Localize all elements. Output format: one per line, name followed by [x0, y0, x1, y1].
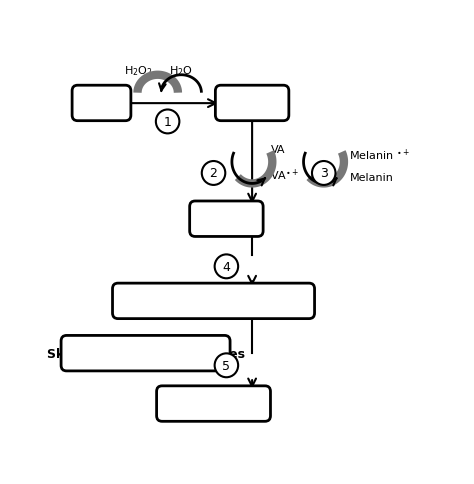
FancyBboxPatch shape — [215, 86, 289, 121]
Circle shape — [312, 162, 336, 185]
Text: Inactive LiP (Glycoprotein): Inactive LiP (Glycoprotein) — [120, 295, 307, 308]
Text: LiP: LiP — [91, 97, 112, 110]
Text: Melanin: Melanin — [349, 172, 393, 182]
Text: VA$^{\bullet+}$: VA$^{\bullet+}$ — [271, 168, 300, 183]
FancyBboxPatch shape — [156, 386, 271, 422]
FancyBboxPatch shape — [72, 86, 131, 121]
Circle shape — [156, 110, 179, 134]
Text: 2: 2 — [210, 167, 218, 180]
Text: H$_2$O$_2$: H$_2$O$_2$ — [124, 64, 153, 78]
Circle shape — [215, 354, 238, 378]
Text: LiP$_{red.}$: LiP$_{red.}$ — [207, 211, 246, 227]
Circle shape — [202, 162, 225, 185]
Text: LiP$_{ox.}$: LiP$_{ox.}$ — [234, 96, 270, 112]
FancyBboxPatch shape — [61, 336, 230, 371]
Text: H$_2$O: H$_2$O — [169, 64, 192, 78]
Text: 1: 1 — [164, 116, 172, 129]
Circle shape — [215, 255, 238, 279]
Text: Skin proteases/glycosidases: Skin proteases/glycosidases — [46, 347, 245, 360]
FancyBboxPatch shape — [112, 284, 315, 319]
Text: 3: 3 — [320, 167, 328, 180]
Text: VA: VA — [271, 144, 285, 154]
Text: Amino acids: Amino acids — [171, 397, 256, 410]
Text: 5: 5 — [222, 359, 230, 372]
Text: 4: 4 — [222, 260, 230, 273]
FancyBboxPatch shape — [190, 201, 263, 237]
Text: Melanin $^{\bullet+}$: Melanin $^{\bullet+}$ — [349, 147, 410, 163]
